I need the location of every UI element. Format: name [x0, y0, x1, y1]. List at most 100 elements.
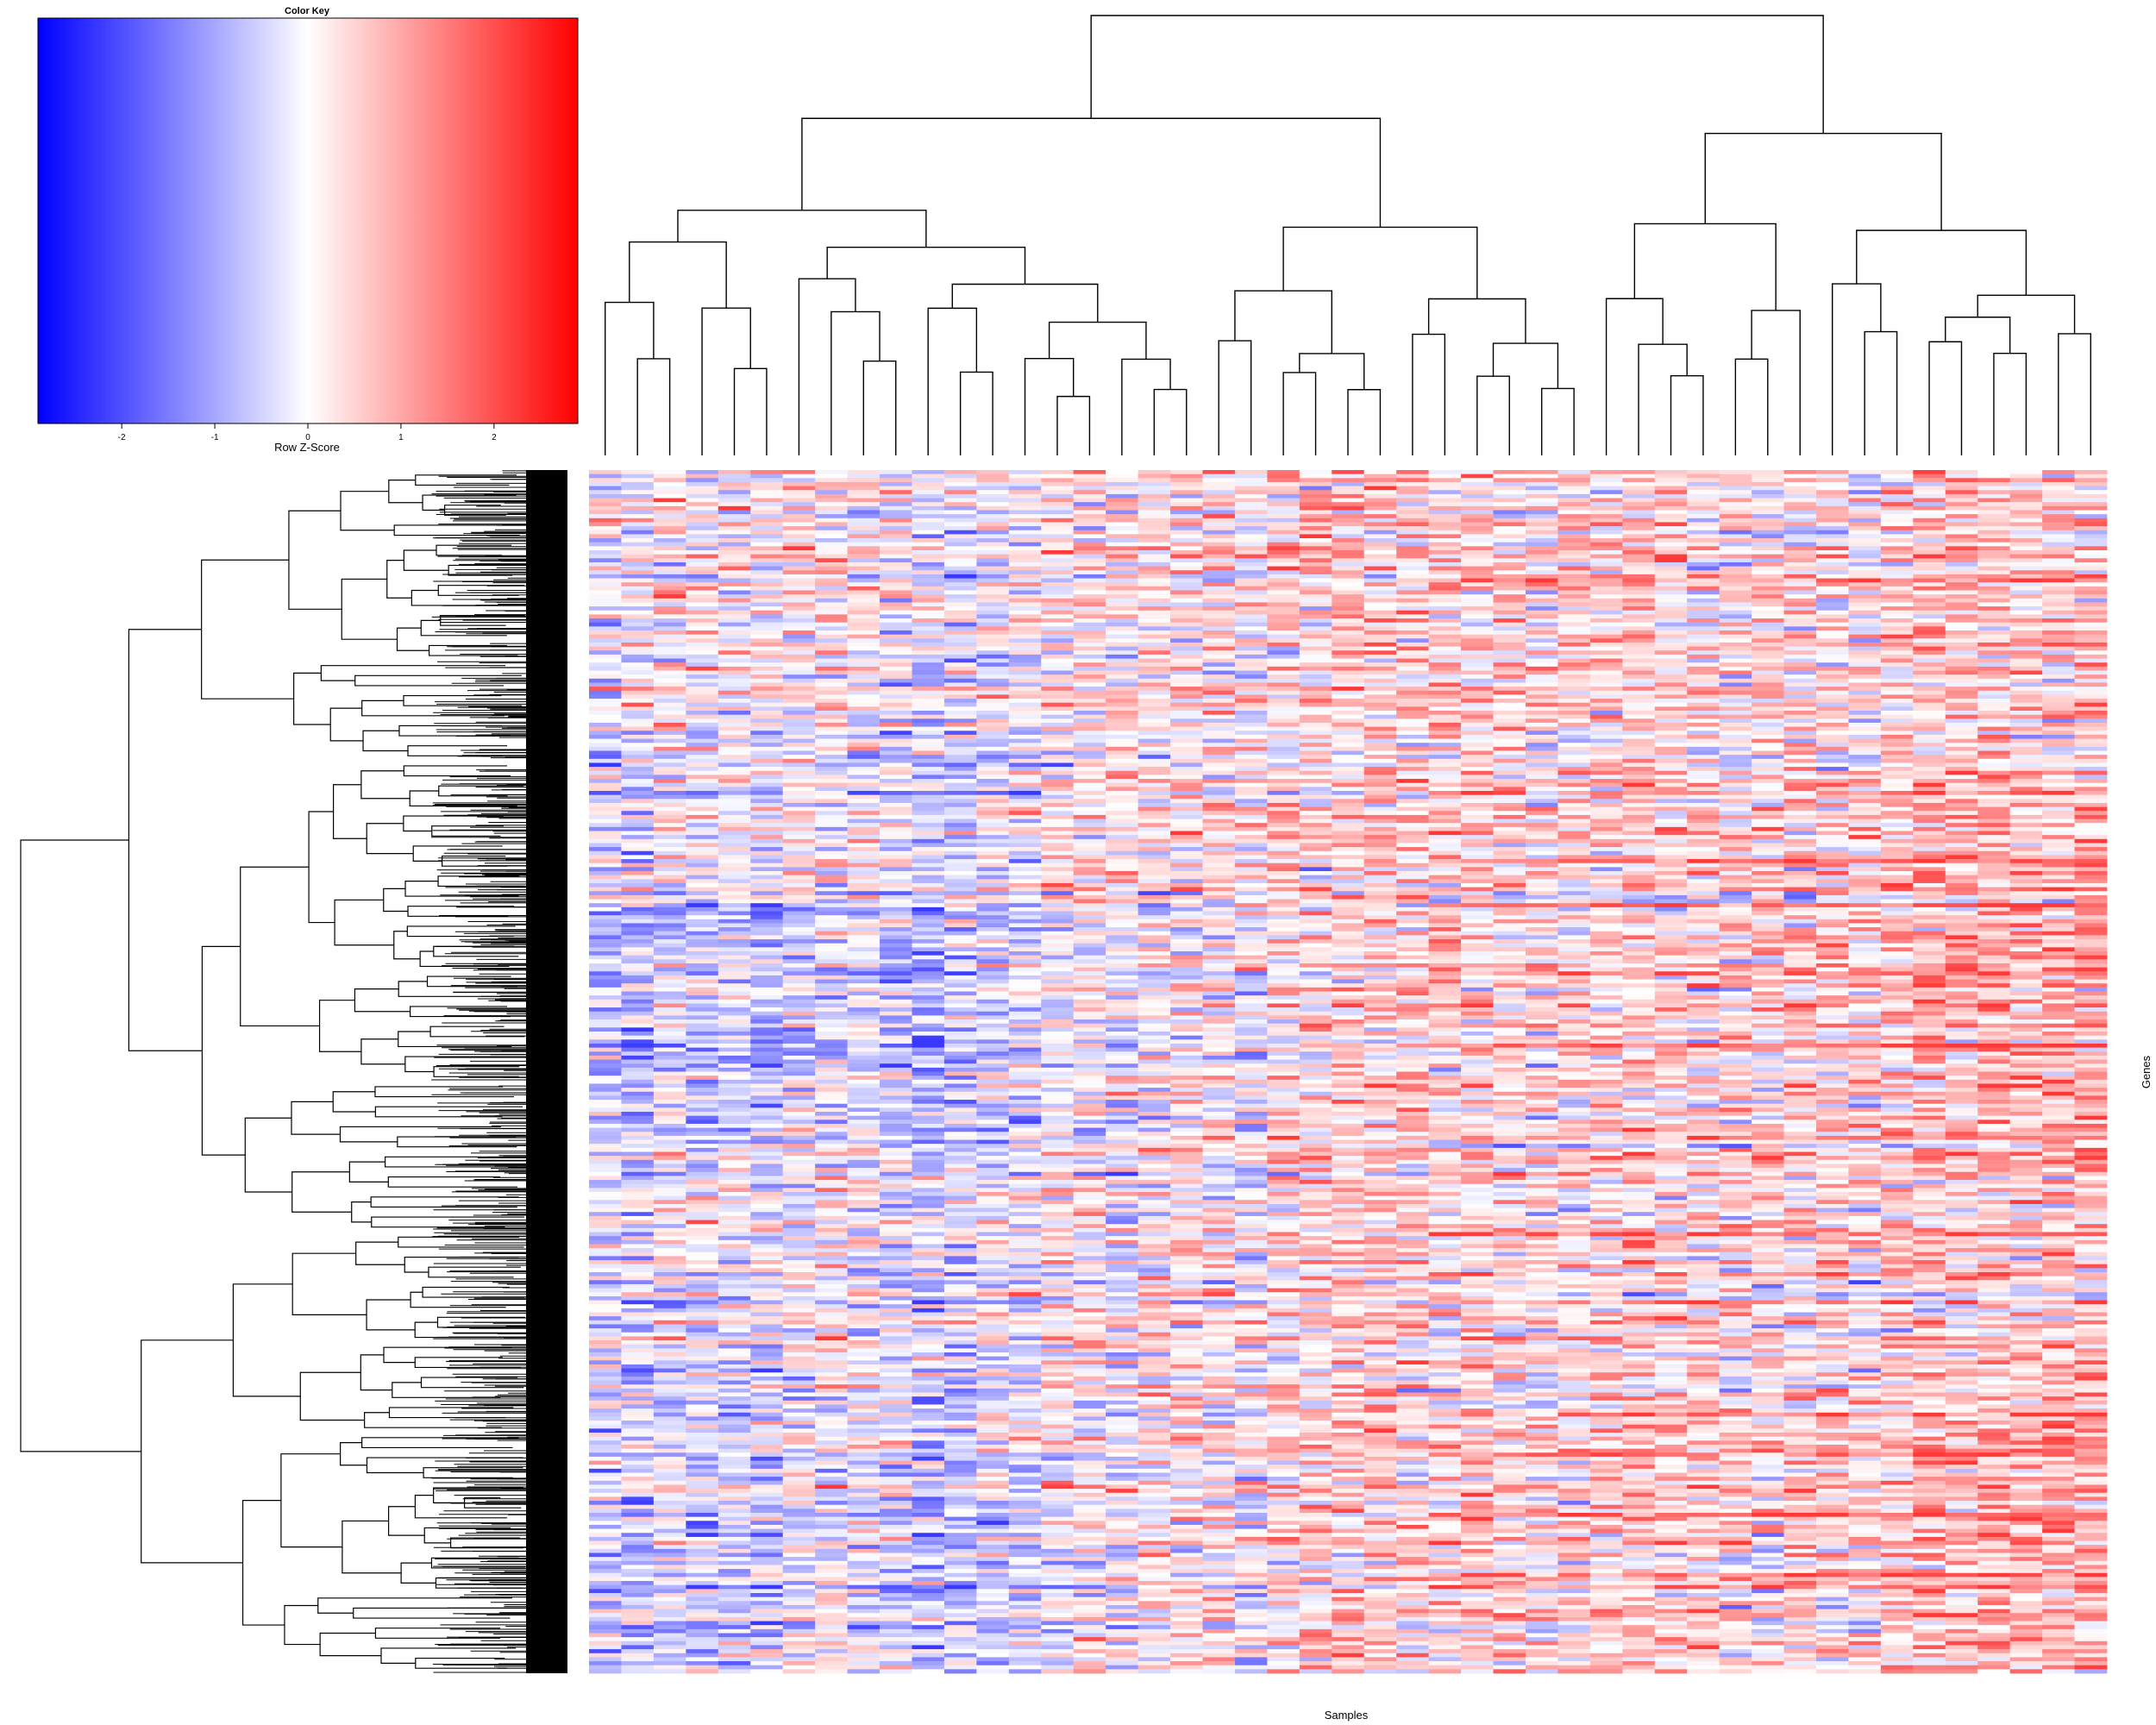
heatmap-cell	[621, 602, 655, 607]
heatmap-cell	[2042, 802, 2075, 807]
heatmap-cell	[1687, 770, 1720, 775]
heatmap-cell	[1783, 546, 1817, 551]
heatmap-cell	[1622, 714, 1656, 719]
heatmap-cell	[1622, 518, 1656, 523]
heatmap-cell	[976, 775, 1010, 780]
heatmap-cell	[1396, 606, 1430, 612]
heatmap-cell	[782, 554, 816, 559]
heatmap-cell	[718, 478, 751, 483]
heatmap-cell	[1073, 578, 1106, 583]
heatmap-cell	[880, 699, 912, 704]
heatmap-cell	[1493, 682, 1526, 687]
heatmap-cell	[1073, 762, 1106, 768]
heatmap-cell	[2009, 634, 2043, 639]
heatmap-cell	[943, 474, 977, 479]
heatmap-cell	[1719, 654, 1752, 659]
heatmap-cell	[1525, 731, 1558, 736]
heatmap-cell	[847, 694, 881, 699]
heatmap-cell	[912, 811, 945, 816]
heatmap-cell	[653, 634, 686, 639]
heatmap-cell	[943, 561, 977, 567]
heatmap-cell	[1299, 570, 1332, 575]
heatmap-cell	[943, 558, 977, 563]
heatmap-cell	[1589, 486, 1623, 491]
heatmap-cell	[718, 486, 751, 491]
heatmap-cell	[1622, 731, 1656, 736]
heatmap-cell	[847, 755, 881, 760]
heatmap-cell	[1783, 674, 1817, 680]
heatmap-cell	[782, 602, 816, 607]
heatmap-cell	[1234, 546, 1268, 551]
heatmap-cell	[1234, 622, 1268, 627]
heatmap-cell	[1589, 590, 1623, 595]
heatmap-cell	[1202, 806, 1236, 812]
heatmap-cell	[2009, 738, 2043, 743]
heatmap-cell	[1299, 811, 1332, 816]
heatmap-cell	[1815, 682, 1849, 687]
heatmap-cell	[2074, 566, 2108, 571]
heatmap-cell	[1493, 787, 1526, 792]
heatmap-cell	[1202, 670, 1236, 675]
heatmap-cell	[1299, 610, 1332, 615]
heatmap-cell	[589, 478, 622, 483]
heatmap-cell	[653, 762, 686, 768]
column-dendrogram-branch	[677, 210, 927, 248]
heatmap-cell	[1622, 779, 1656, 784]
heatmap-cell	[653, 526, 686, 531]
heatmap-cell	[1493, 470, 1526, 475]
heatmap-cell	[718, 490, 751, 495]
heatmap-cell	[976, 478, 1010, 483]
heatmap-cell	[1234, 718, 1268, 724]
heatmap-cell	[621, 598, 655, 603]
heatmap-cell	[2009, 630, 2043, 636]
heatmap-cell	[1234, 598, 1268, 603]
heatmap-cell	[1267, 622, 1300, 627]
heatmap-cell	[1815, 502, 1849, 507]
heatmap-cell	[1202, 674, 1236, 680]
heatmap-cell	[1783, 806, 1817, 812]
heatmap-cell	[815, 514, 848, 519]
heatmap-cell	[1073, 755, 1106, 760]
heatmap-cell	[1687, 699, 1720, 704]
heatmap-cell	[1815, 779, 1849, 784]
heatmap-cell	[2042, 678, 2075, 683]
heatmap-cell	[1202, 682, 1236, 687]
column-dendrogram-branch	[826, 246, 1026, 285]
heatmap-cell	[1428, 570, 1462, 575]
heatmap-cell	[1719, 791, 1752, 796]
heatmap-cell	[1202, 538, 1236, 543]
heatmap-cell	[1493, 630, 1526, 636]
heatmap-cell	[815, 775, 848, 780]
heatmap-cell	[2042, 726, 2075, 731]
heatmap-cell	[621, 522, 655, 527]
heatmap-cell	[1008, 502, 1042, 507]
heatmap-cell	[589, 755, 622, 760]
heatmap-cell	[1461, 731, 1494, 736]
heatmap-cell	[621, 722, 655, 727]
heatmap-cell	[847, 706, 881, 712]
heatmap-cell	[1719, 755, 1752, 760]
heatmap-cell	[1170, 787, 1203, 792]
heatmap-cell	[1719, 602, 1752, 607]
heatmap-cell	[1073, 779, 1106, 784]
row-dendrogram-leaf-mass	[526, 470, 567, 1673]
heatmap-cell	[1815, 658, 1849, 663]
heatmap-cell	[943, 750, 977, 756]
heatmap-cell	[1202, 687, 1236, 692]
heatmap-cell	[1332, 542, 1365, 547]
heatmap-cell	[1945, 505, 1978, 511]
heatmap-cell	[1945, 618, 1978, 624]
heatmap-cell	[976, 622, 1010, 627]
heatmap-cell	[1170, 799, 1203, 804]
heatmap-cell	[1073, 654, 1106, 659]
heatmap-cell	[782, 746, 816, 751]
heatmap-cell	[1719, 658, 1752, 663]
heatmap-cell	[1008, 699, 1042, 704]
heatmap-cell	[1654, 642, 1688, 647]
heatmap-cell	[815, 779, 848, 784]
heatmap-cell	[750, 481, 784, 486]
heatmap-cell	[1589, 582, 1623, 587]
heatmap-cell	[1557, 750, 1591, 756]
heatmap-cell	[1815, 722, 1849, 727]
heatmap-cell	[1073, 738, 1106, 743]
